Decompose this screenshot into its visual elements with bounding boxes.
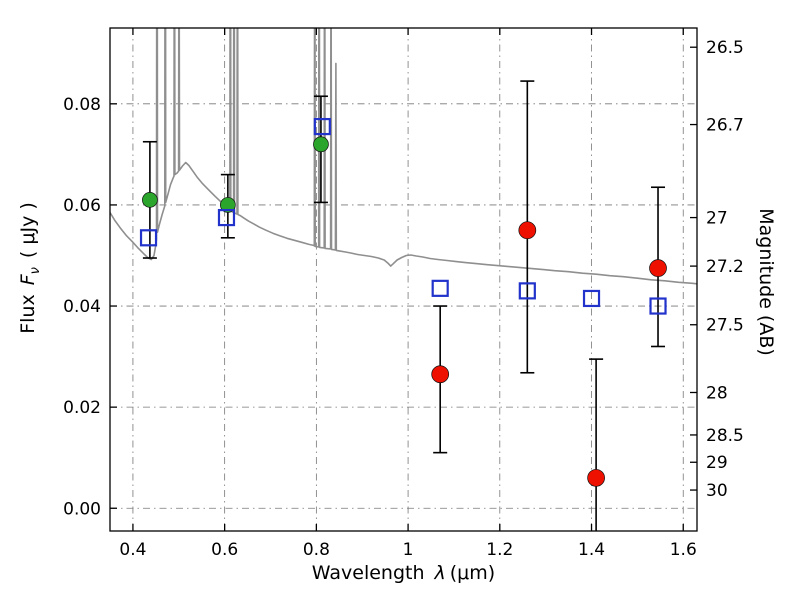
magnitude-tick-label: 26.5 bbox=[706, 38, 744, 58]
x-tick-label: 1.6 bbox=[670, 540, 697, 560]
data-point-red-points bbox=[431, 365, 450, 384]
x-axis-label-text: Wavelength bbox=[311, 562, 425, 584]
data-point-blue-squares bbox=[518, 282, 536, 300]
x-tick-label: 1.2 bbox=[486, 540, 513, 560]
magnitude-tick-label: 29 bbox=[706, 453, 728, 473]
y-axis-label-left-text: Flux bbox=[17, 294, 40, 334]
magnitude-tick-label: 26.7 bbox=[706, 116, 744, 136]
nu-subscript: ν bbox=[27, 267, 43, 275]
axes-frame bbox=[109, 27, 698, 532]
data-point-red-points bbox=[649, 259, 667, 277]
flux-symbol: F bbox=[17, 274, 40, 286]
magnitude-tick-label: 27 bbox=[706, 209, 728, 229]
x-tick-label: 0.4 bbox=[119, 540, 146, 560]
y-axis-label-left-units: ( μJy ) bbox=[17, 202, 40, 259]
data-point-green-points bbox=[313, 136, 329, 153]
series-red-points bbox=[431, 221, 667, 487]
tick-labels: 0.4 0.6 0.8 1 1.2 1.4 1.6 0.00 0.02 0.04 0.06 0.08 2… bbox=[63, 38, 744, 560]
flux-tick-label: 0.08 bbox=[63, 95, 101, 115]
series-blue-squares bbox=[139, 117, 667, 315]
x-axis-label: Wavelength λ (μm) bbox=[110, 562, 697, 584]
data-point-red-points bbox=[587, 469, 605, 487]
x-tick-label: 1.4 bbox=[578, 540, 605, 560]
magnitude-tick-label: 30 bbox=[706, 481, 728, 501]
x-tick-label: 1 bbox=[403, 540, 414, 560]
axis-ticks bbox=[110, 28, 697, 531]
data-point-green-points bbox=[220, 197, 236, 213]
magnitude-tick-label: 27.5 bbox=[706, 316, 744, 336]
magnitude-tick-label: 28.5 bbox=[706, 426, 744, 446]
flux-tick-label: 0.04 bbox=[63, 297, 101, 317]
y-axis-label-right: Magnitude (AB) bbox=[755, 208, 777, 356]
model-spectrum bbox=[110, 28, 697, 285]
flux-tick-label: 0.00 bbox=[63, 499, 101, 519]
magnitude-tick-label: 28 bbox=[706, 383, 728, 403]
flux-tick-label: 0.06 bbox=[63, 196, 101, 216]
magnitude-tick-label: 27.2 bbox=[706, 257, 744, 277]
series-green-points bbox=[142, 136, 329, 213]
data-point-green-points bbox=[142, 192, 158, 208]
flux-tick-label: 0.02 bbox=[63, 398, 101, 418]
data-point-blue-squares bbox=[649, 297, 667, 315]
data-point-blue-squares bbox=[217, 208, 236, 227]
x-axis-label-units: (μm) bbox=[449, 562, 496, 584]
lambda-symbol: λ bbox=[434, 562, 446, 584]
data-point-blue-squares bbox=[582, 289, 601, 308]
y-axis-label-left: Flux Fν ( μJy ) bbox=[17, 202, 43, 334]
x-tick-label: 0.6 bbox=[211, 540, 238, 560]
data-point-blue-squares bbox=[313, 117, 331, 136]
data-point-blue-squares bbox=[139, 229, 158, 247]
data-point-blue-squares bbox=[431, 279, 449, 297]
data-point-red-points bbox=[518, 221, 537, 240]
grid bbox=[110, 28, 697, 531]
error-bars bbox=[142, 80, 666, 531]
x-tick-label: 0.8 bbox=[303, 540, 330, 560]
